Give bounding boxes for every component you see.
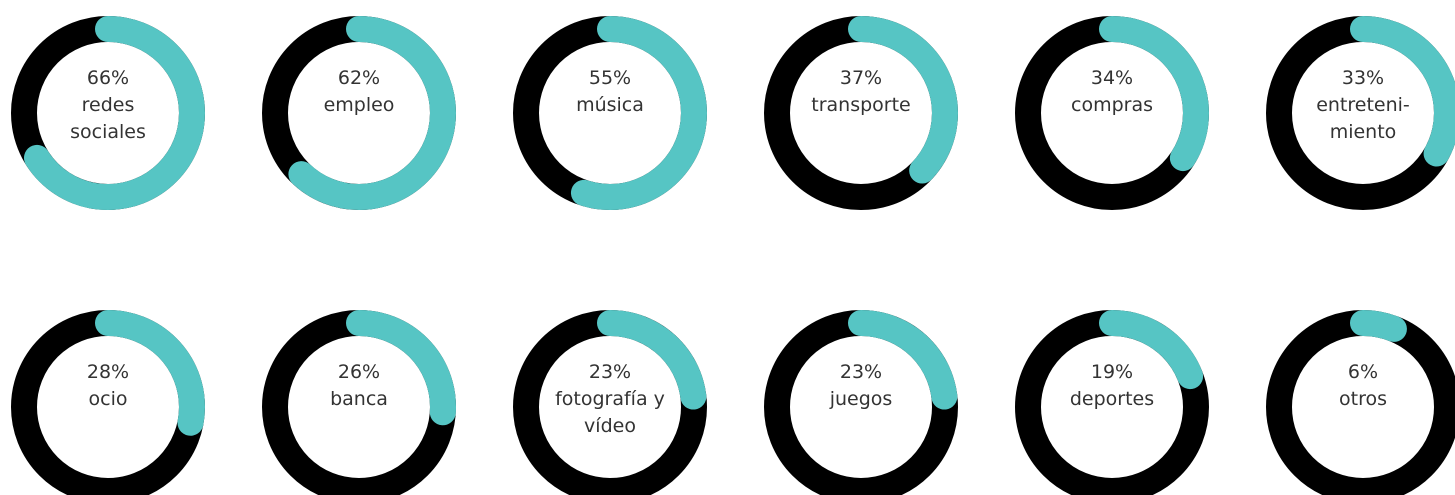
percent-label: 55% — [588, 67, 632, 89]
percent-label: 62% — [337, 67, 381, 89]
percent-label: 23% — [588, 361, 632, 383]
category-label: empleo — [323, 94, 395, 116]
category-label: deportes — [1069, 388, 1155, 410]
percent-label: 23% — [839, 361, 883, 383]
donut-label: 66% redes sociales — [38, 65, 178, 146]
donut-label: 34% compras — [1042, 65, 1182, 119]
donut-label: 23% fotografía y vídeo — [540, 359, 680, 440]
category-label: compras — [1071, 94, 1153, 116]
percent-label: 6% — [1347, 361, 1379, 383]
percent-label: 33% — [1341, 67, 1385, 89]
ring-arc — [1015, 16, 1209, 210]
ring-arc — [1266, 16, 1455, 210]
category-label: fotografía y vídeo — [555, 388, 665, 437]
category-label: banca — [330, 388, 388, 410]
percent-label: 19% — [1090, 361, 1134, 383]
ring-arc — [11, 310, 205, 495]
ring-arc — [1266, 310, 1455, 495]
donut-label: 19% deportes — [1042, 359, 1182, 413]
percent-label: 37% — [839, 67, 883, 89]
ring-arc — [262, 16, 456, 210]
ring-arc — [1015, 310, 1209, 495]
percent-label: 34% — [1090, 67, 1134, 89]
ring-arc — [11, 16, 205, 210]
percent-label: 26% — [337, 361, 381, 383]
percent-label: 28% — [86, 361, 130, 383]
category-label: juegos — [829, 388, 893, 410]
ring-arc — [262, 310, 456, 495]
category-label: entreteni-miento — [1316, 94, 1410, 143]
ring-arc — [764, 310, 958, 495]
donut-label: 6% otros — [1293, 359, 1433, 413]
donut-label: 23% juegos — [791, 359, 931, 413]
category-label: música — [576, 94, 644, 116]
percent-label: 66% — [86, 67, 130, 89]
ring-arc — [513, 310, 707, 495]
category-label: otros — [1339, 388, 1387, 410]
donut-label: 55% música — [540, 65, 680, 119]
category-label: ocio — [88, 388, 128, 410]
donut-label: 33% entreteni-miento — [1293, 65, 1433, 146]
category-label: redes sociales — [70, 94, 146, 143]
ring-arc — [513, 16, 707, 210]
donut-label: 37% transporte — [791, 65, 931, 119]
donut-label: 28% ocio — [38, 359, 178, 413]
donut-label: 62% empleo — [289, 65, 429, 119]
ring-arc — [764, 16, 958, 210]
category-label: transporte — [811, 94, 911, 116]
donut-label: 26% banca — [289, 359, 429, 413]
